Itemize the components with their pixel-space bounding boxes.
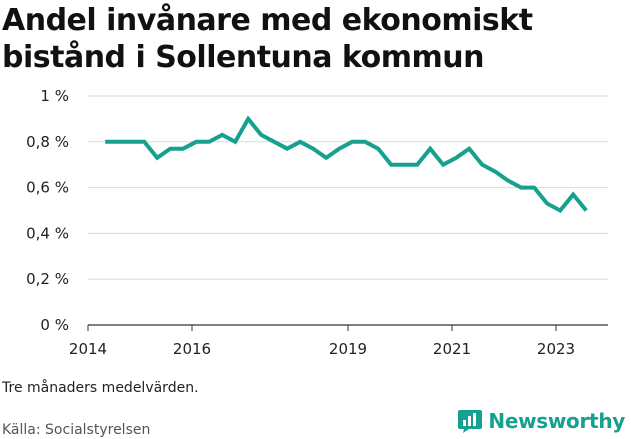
data-point (259, 133, 263, 137)
data-point (545, 202, 549, 206)
data-point (220, 133, 224, 137)
data-point (168, 147, 172, 151)
data-point (311, 147, 315, 151)
data-point (350, 140, 354, 144)
data-point (246, 117, 250, 121)
data-point (181, 147, 185, 151)
data-point (480, 163, 484, 167)
data-point (584, 209, 588, 213)
data-point (272, 140, 276, 144)
data-point (155, 156, 159, 160)
data-point (493, 170, 497, 174)
chart-title: Andel invånare med ekonomiskt bistånd i … (2, 3, 533, 75)
newsworthy-logo-text: Newsworthy (488, 409, 625, 433)
series-line (105, 115, 588, 214)
data-point (571, 192, 575, 196)
data-point (233, 140, 237, 144)
data-point (103, 140, 107, 144)
series-layer (103, 115, 588, 214)
y-tick-label: 0,2 % (26, 270, 69, 288)
data-point (402, 163, 406, 167)
data-point (558, 209, 562, 213)
x-tick-label: 2019 (329, 340, 367, 358)
data-point (467, 147, 471, 151)
data-point (285, 147, 289, 151)
data-point (428, 147, 432, 151)
data-point (441, 163, 445, 167)
newsworthy-logo: Newsworthy (457, 408, 625, 434)
data-point (129, 140, 133, 144)
x-axis: 2014 2016 2019 2021 2023 (69, 324, 608, 358)
data-point (454, 156, 458, 160)
x-tick-label: 2023 (537, 340, 575, 358)
source-credit: Källa: Socialstyrelsen (2, 422, 151, 438)
data-point (506, 179, 510, 183)
data-point (298, 140, 302, 144)
y-tick-label: 0 % (40, 316, 69, 334)
data-point (116, 140, 120, 144)
data-point (324, 156, 328, 160)
data-point (194, 140, 198, 144)
data-point (415, 163, 419, 167)
data-point (142, 140, 146, 144)
y-tick-label: 0,6 % (26, 179, 69, 197)
data-point (389, 163, 393, 167)
x-tick-label: 2021 (433, 340, 471, 358)
y-tick-label: 0,4 % (26, 224, 69, 242)
data-point (519, 186, 523, 190)
data-point (207, 140, 211, 144)
x-tick-label: 2016 (173, 340, 211, 358)
data-point (363, 140, 367, 144)
newsworthy-logo-icon (458, 410, 483, 433)
y-axis-labels: 0 % 0,2 % 0,4 % 0,6 % 0,8 % 1 % (26, 87, 69, 334)
chart-note: Tre månaders medelvärden. (2, 380, 199, 396)
data-point (532, 186, 536, 190)
y-tick-label: 0,8 % (26, 133, 69, 151)
data-point (376, 147, 380, 151)
x-tick-label: 2014 (69, 340, 107, 358)
data-point (337, 147, 341, 151)
y-tick-label: 1 % (40, 87, 69, 105)
